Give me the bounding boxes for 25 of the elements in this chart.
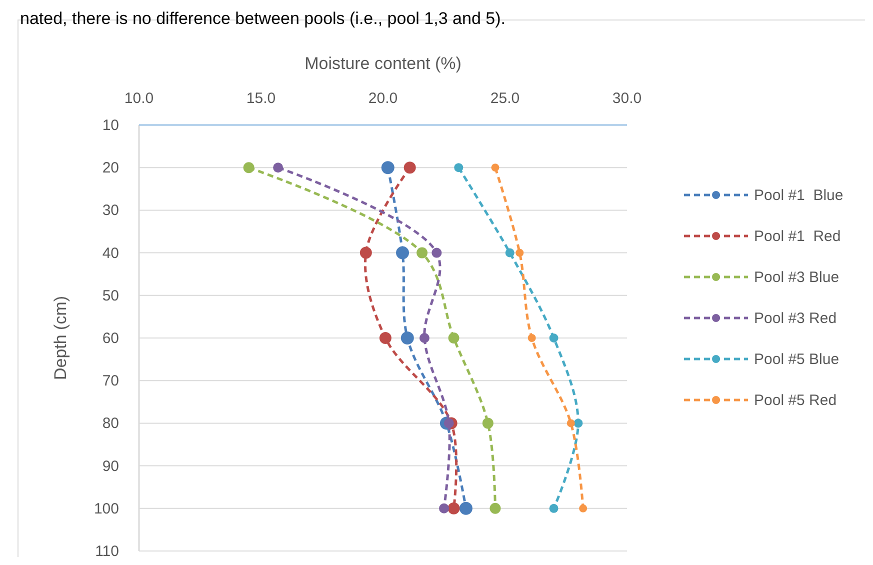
y-tick-label: 50 xyxy=(102,287,119,304)
legend-label: Pool #5 Red xyxy=(754,392,837,409)
x-tick-label: 30.0 xyxy=(612,90,642,107)
y-tick-label: 70 xyxy=(102,372,119,390)
x-tick-label: 10.0 xyxy=(124,90,154,107)
legend-label: Pool #3 Red xyxy=(754,310,837,327)
legend-label: Pool #1 Blue xyxy=(754,187,844,204)
y-tick-label: 90 xyxy=(102,458,119,475)
y-tick-label: 100 xyxy=(94,500,119,518)
text: nated, there is no difference between pools (i.e., pool 1,3 and 5). xyxy=(20,9,506,28)
legend-label: Pool #3 Blue xyxy=(754,269,840,286)
x-axis-title: Moisture content (%) xyxy=(304,54,462,73)
x-tick-label: 20.0 xyxy=(368,90,398,107)
legend-label: Pool #5 Blue xyxy=(754,351,840,368)
y-tick-label: 40 xyxy=(102,244,119,262)
y-axis-title: Depth (cm) xyxy=(51,296,70,380)
y-tick-label: 60 xyxy=(102,330,119,347)
y-tick-label: 110 xyxy=(95,543,119,560)
y-tick-label: 80 xyxy=(102,415,119,432)
x-tick-label: 25.0 xyxy=(490,90,520,107)
x-tick-label: 15.0 xyxy=(246,90,276,107)
legend-label: Pool #1 Red xyxy=(754,228,841,245)
y-tick-label: 10 xyxy=(102,117,119,134)
y-tick-label: 30 xyxy=(102,202,119,220)
y-tick-label: 20 xyxy=(102,160,119,177)
